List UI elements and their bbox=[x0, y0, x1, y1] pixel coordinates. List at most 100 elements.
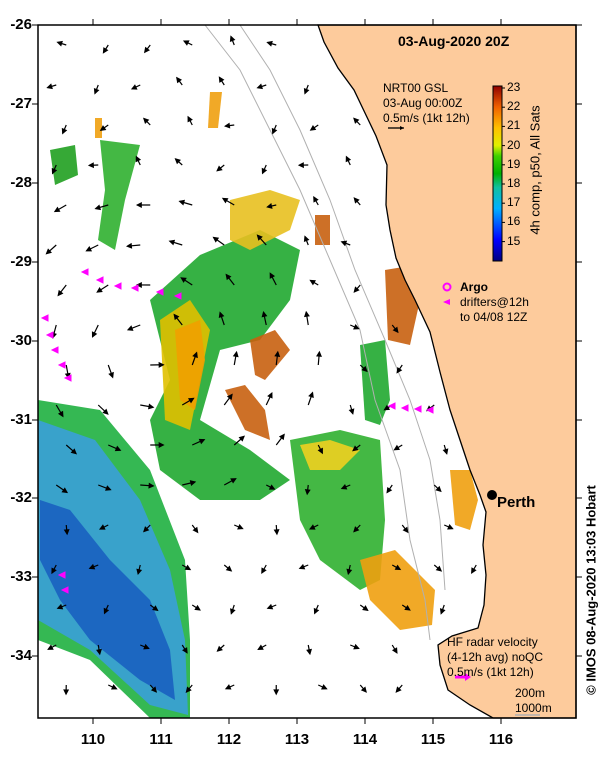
model-legend-line: NRT00 GSL bbox=[383, 81, 449, 95]
current-arrow-icon bbox=[256, 83, 267, 90]
current-arrow-icon bbox=[174, 158, 183, 166]
current-arrow-icon bbox=[88, 563, 99, 570]
current-arrow-icon bbox=[108, 444, 122, 452]
current-arrow-icon bbox=[63, 684, 70, 696]
drifter-arrow-icon bbox=[57, 571, 66, 579]
current-arrow-icon bbox=[308, 524, 319, 530]
drifter-arrow-icon bbox=[413, 405, 422, 413]
sst-patch bbox=[360, 340, 390, 425]
model-legend-line: 03-Aug 00:00Z bbox=[383, 96, 463, 110]
current-arrow-icon bbox=[140, 482, 155, 489]
current-arrow-icon bbox=[46, 83, 57, 90]
current-arrow-icon bbox=[442, 444, 449, 455]
current-arrow-icon bbox=[181, 564, 192, 571]
current-arrow-icon bbox=[353, 197, 361, 206]
colorbar-label: 4h comp, p50, All Sats bbox=[527, 105, 543, 235]
current-arrow-icon bbox=[221, 197, 235, 206]
current-arrow-icon bbox=[187, 115, 193, 126]
current-arrow-icon bbox=[359, 684, 367, 693]
current-arrow-icon bbox=[125, 242, 141, 249]
current-arrow-icon bbox=[261, 164, 268, 175]
current-arrow-icon bbox=[271, 124, 278, 135]
colorbar-tick-label: 18 bbox=[507, 176, 521, 190]
current-arrow-icon bbox=[386, 484, 393, 494]
bathy-legend-line: 200m bbox=[515, 686, 546, 700]
lon-tick-label: 112 bbox=[216, 731, 242, 748]
current-arrow-icon bbox=[96, 284, 109, 293]
current-arrow-icon bbox=[97, 404, 109, 415]
model-legend: NRT00 GSL 03-Aug 00:00Z 0.5m/s (1kt 12h) bbox=[383, 81, 470, 126]
current-arrow-icon bbox=[307, 391, 314, 406]
current-arrow-icon bbox=[149, 684, 158, 693]
current-arrow-icon bbox=[303, 235, 310, 246]
current-arrow-icon bbox=[216, 164, 225, 172]
current-arrow-icon bbox=[401, 524, 409, 534]
current-arrow-icon bbox=[433, 564, 443, 572]
current-arrow-icon bbox=[350, 324, 360, 330]
current-arrow-icon bbox=[107, 684, 118, 690]
lon-tick-label: 115 bbox=[420, 731, 446, 748]
current-arrow-icon bbox=[56, 603, 67, 610]
colorbar-tick-label: 21 bbox=[507, 118, 521, 133]
current-arrow-icon bbox=[316, 350, 322, 366]
sst-patch bbox=[230, 190, 300, 250]
current-arrow-icon bbox=[223, 122, 235, 129]
current-arrow-icon bbox=[273, 524, 280, 536]
lat-tick-label: -27 bbox=[10, 95, 32, 112]
current-arrow-icon bbox=[359, 604, 369, 611]
sst-patch bbox=[450, 470, 478, 530]
current-arrow-icon bbox=[126, 324, 141, 331]
colorbar-tick-label: 23 bbox=[507, 80, 521, 94]
current-arrow-icon bbox=[304, 484, 311, 496]
current-arrow-icon bbox=[353, 117, 361, 126]
current-arrow-icon bbox=[191, 351, 198, 366]
current-arrow-icon bbox=[182, 480, 197, 486]
current-arrow-icon bbox=[340, 483, 351, 490]
current-arrow-icon bbox=[232, 350, 239, 366]
current-arrow-icon bbox=[96, 644, 102, 656]
current-arrow-icon bbox=[433, 484, 442, 493]
drifter-arrow-icon bbox=[130, 284, 139, 292]
hf-radar-scale-arrow-icon bbox=[455, 673, 471, 681]
drifter-arrow-icon bbox=[443, 299, 450, 305]
sst-patch bbox=[98, 140, 140, 250]
current-arrow-icon bbox=[181, 397, 195, 406]
drifter-arrow-icon bbox=[155, 288, 164, 296]
lat-tick-label: -33 bbox=[10, 568, 32, 585]
current-arrow-icon bbox=[345, 155, 352, 166]
current-arrow-icon bbox=[55, 484, 69, 494]
current-arrow-icon bbox=[51, 164, 58, 175]
current-arrow-icon bbox=[85, 244, 99, 252]
current-arrow-icon bbox=[178, 199, 193, 206]
lon-tick-label: 116 bbox=[488, 731, 514, 748]
current-arrow-icon bbox=[223, 393, 233, 406]
argo-legend: Argo drifters@12h to 04/08 12Z bbox=[460, 280, 529, 325]
current-arrow-icon bbox=[273, 684, 280, 696]
current-arrow-icon bbox=[393, 444, 403, 451]
current-arrow-icon bbox=[352, 444, 361, 452]
current-arrow-icon bbox=[63, 524, 70, 536]
bathymetry-contours bbox=[204, 24, 446, 641]
sst-patch bbox=[225, 385, 270, 440]
current-arrow-icon bbox=[56, 40, 67, 47]
model-legend-line: 0.5m/s (1kt 12h) bbox=[383, 111, 470, 125]
current-arrow-icon bbox=[391, 564, 402, 571]
current-arrow-icon bbox=[53, 204, 67, 213]
current-arrow-icon bbox=[304, 310, 310, 326]
current-arrow-icon bbox=[47, 644, 57, 650]
current-arrow-icon bbox=[61, 124, 68, 135]
current-arrow-icon bbox=[168, 239, 183, 246]
current-arrow-icon bbox=[98, 524, 109, 530]
colorbar-tick-label: 15 bbox=[507, 233, 521, 248]
model-scale-arrow-icon bbox=[388, 126, 404, 130]
current-arrow-icon bbox=[135, 155, 142, 166]
current-arrow-icon bbox=[143, 44, 151, 54]
current-arrow-icon bbox=[274, 350, 281, 366]
current-arrow-icon bbox=[313, 195, 319, 206]
argo-legend-line: drifters@12h bbox=[460, 295, 529, 309]
current-arrow-icon bbox=[130, 84, 141, 90]
drifter-arrow-icon bbox=[113, 282, 122, 290]
isobath-200m bbox=[239, 24, 446, 591]
sst-patch bbox=[300, 440, 360, 470]
sst-patch bbox=[150, 230, 300, 500]
